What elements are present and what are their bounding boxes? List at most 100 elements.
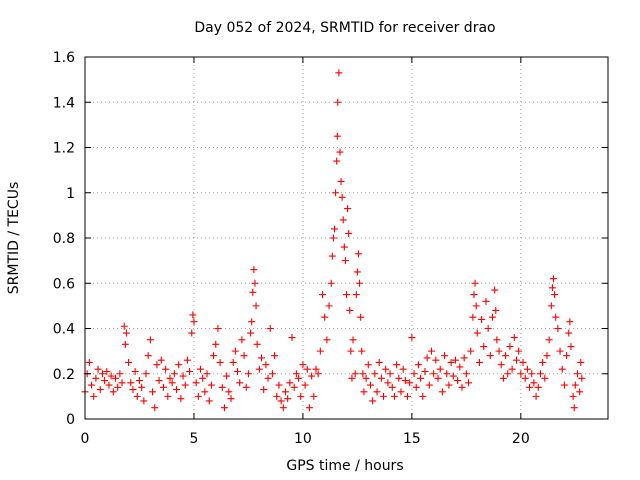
data-point: [470, 291, 478, 299]
data-point: [563, 352, 571, 360]
data-point: [469, 313, 477, 321]
data-point: [547, 302, 555, 310]
data-point: [179, 372, 187, 380]
data-point: [499, 374, 507, 382]
data-point: [334, 98, 342, 106]
data-point: [526, 383, 534, 391]
data-point: [175, 361, 183, 369]
data-point: [127, 379, 135, 387]
data-point: [478, 315, 486, 323]
data-point: [362, 374, 370, 382]
data-point: [188, 329, 196, 337]
data-point: [251, 279, 259, 287]
data-point: [116, 370, 124, 378]
data-point: [103, 367, 111, 375]
data-point: [96, 386, 104, 394]
data-point: [248, 318, 256, 326]
data-point: [135, 377, 143, 385]
x-axis-label: GPS time / hours: [286, 458, 403, 474]
data-point: [339, 216, 347, 224]
data-point: [421, 367, 429, 375]
data-point: [489, 313, 497, 321]
data-point: [382, 365, 390, 373]
data-point: [436, 365, 444, 373]
data-point: [576, 388, 584, 396]
data-point: [570, 404, 578, 412]
x-tick-label: 0: [81, 431, 90, 447]
y-tick-label: 0.2: [53, 367, 75, 383]
data-point: [264, 374, 272, 382]
data-point: [340, 243, 348, 251]
y-tick-label: 1.4: [53, 95, 75, 111]
data-point: [528, 370, 536, 378]
data-point: [465, 379, 473, 387]
data-point: [214, 325, 222, 332]
data-point: [190, 318, 198, 326]
data-point: [98, 370, 106, 378]
data-point: [419, 392, 427, 400]
data-point: [229, 358, 237, 366]
data-point: [430, 370, 438, 378]
data-point: [388, 383, 396, 391]
data-points: [81, 69, 586, 412]
data-point: [493, 336, 501, 344]
x-tick-label: 5: [189, 431, 198, 447]
data-point: [328, 252, 336, 260]
data-point: [373, 388, 381, 396]
data-point: [151, 404, 159, 412]
data-point: [495, 347, 503, 355]
data-point: [410, 370, 418, 378]
data-point: [397, 388, 405, 396]
data-point: [88, 381, 96, 389]
data-point: [346, 306, 354, 314]
data-point: [551, 291, 559, 299]
data-point: [159, 383, 167, 391]
data-point: [573, 370, 581, 378]
data-point: [312, 365, 320, 373]
data-point: [578, 374, 586, 382]
data-point: [275, 381, 283, 389]
data-point: [231, 347, 239, 355]
y-tick-label: 1.2: [53, 141, 75, 157]
data-point: [471, 279, 479, 287]
y-tick-label: 0.4: [53, 322, 75, 338]
data-point: [279, 404, 287, 412]
data-point: [212, 340, 220, 348]
data-point: [210, 352, 218, 360]
grid-lines: [85, 57, 608, 419]
x-tick-label: 20: [512, 431, 530, 447]
data-point: [354, 250, 362, 258]
data-point: [399, 365, 407, 373]
data-point: [359, 370, 367, 378]
data-point: [502, 352, 510, 360]
data-point: [369, 397, 377, 405]
data-point: [327, 279, 335, 287]
data-point: [266, 325, 274, 332]
data-point: [364, 361, 372, 369]
data-point: [220, 404, 228, 412]
data-point: [186, 367, 194, 375]
data-point: [571, 381, 579, 389]
data-point: [323, 336, 331, 344]
data-point: [569, 392, 577, 400]
data-point: [109, 388, 117, 396]
data-point: [508, 365, 516, 373]
data-point: [273, 392, 281, 400]
data-point: [192, 379, 200, 387]
data-point: [133, 392, 141, 400]
data-point: [181, 381, 189, 389]
data-point: [356, 279, 364, 287]
data-point: [107, 372, 115, 380]
data-point: [434, 374, 442, 382]
data-point: [183, 356, 191, 364]
data-point: [577, 358, 585, 366]
data-point: [262, 361, 270, 369]
data-point: [336, 148, 344, 156]
data-point: [348, 374, 356, 382]
data-point: [338, 193, 346, 201]
data-point: [207, 381, 215, 389]
data-point: [343, 291, 350, 299]
data-point: [238, 336, 246, 344]
data-point: [541, 374, 549, 382]
